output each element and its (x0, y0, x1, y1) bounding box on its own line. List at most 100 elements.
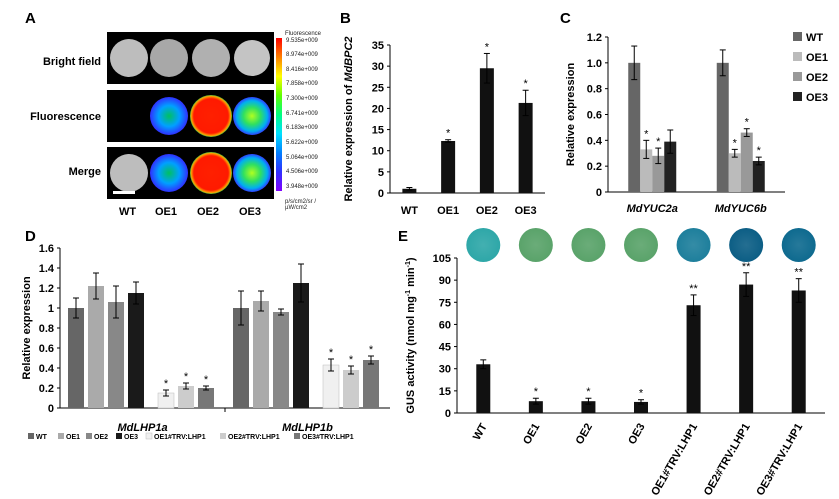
chart-b-bar (479, 68, 494, 193)
chart-e-significance: ** (742, 261, 751, 273)
chart-e-y-tick-label: 45 (439, 342, 451, 354)
chart-c-bar (740, 132, 753, 192)
panel-a-letter: A (25, 10, 36, 27)
chart-d-bar (198, 388, 214, 408)
chart-d-legend-label: OE3 (124, 434, 138, 441)
chart-e-bar (739, 284, 754, 413)
chart-b-y-tick-label: 35 (372, 40, 384, 52)
chart-c-y-tick-label: 0.4 (587, 135, 603, 147)
chart-c-y-tick-label: 1.0 (587, 58, 602, 70)
chart-b-y-axis-label: Relative expression of MdBPC2 (343, 36, 355, 201)
chart-d-bar (108, 302, 124, 408)
chart-d-legend-swatch (145, 432, 153, 440)
chart-b-bar (518, 102, 533, 193)
chart-c-y-tick-label: 0.6 (587, 110, 602, 122)
chart-b-y-tick-label: 20 (372, 103, 384, 115)
panel-d-letter: D (25, 228, 36, 245)
colorbar-ticks: 9.535e+009 8.974e+009 8.416e+009 7.858e+… (286, 38, 336, 196)
row-label-fluorescence: Fluorescence (30, 111, 101, 123)
chart-e-y-label-text: min (405, 267, 417, 290)
chart-b-y-tick-label: 30 (372, 61, 384, 73)
fluorescence-image (107, 90, 274, 142)
chart-c-bar (716, 62, 729, 193)
panel-c-letter: C (560, 10, 571, 27)
chart-c-bar (640, 149, 653, 192)
chart-e-y-tick-label: 105 (433, 253, 451, 265)
chart-e-y-tick-label: 60 (439, 319, 451, 331)
chart-b-y-tick-label: 0 (378, 188, 384, 200)
chart-d-y-tick-label: 0.8 (39, 323, 54, 335)
colorbar (276, 38, 282, 191)
chart-d-legend-swatch (28, 433, 34, 439)
chart-e-category-label: OE1 (521, 422, 542, 447)
row-label-bright-field: Bright field (42, 56, 101, 68)
chart-b-significance: * (485, 41, 490, 53)
chart-d-legend-swatch (294, 433, 300, 439)
scale-bar (113, 191, 135, 194)
chart-b-category-label: OE3 (515, 205, 537, 217)
chart-c-y-tick-label: 0.2 (587, 161, 602, 173)
chart-b-bar (441, 140, 456, 193)
chart-c-significance: * (644, 128, 649, 140)
chart-c-legend-swatch (793, 92, 802, 101)
panel-e-letter: E (398, 228, 409, 245)
chart-e-y-tick-label: 75 (439, 297, 451, 309)
chart-d-bar (178, 386, 194, 408)
chart-e: 0 15 30 45 60 75 90 105 WT * OE1 * OE2 * OE3 ** OE1#TRV:… (405, 228, 825, 497)
chart-d-bar (253, 301, 269, 408)
merge-disc-oe1 (150, 154, 188, 192)
chart-d-significance: * (184, 371, 189, 383)
chart-c-y-tick-label: 0.8 (587, 84, 602, 96)
merge-disc-oe2 (190, 152, 232, 194)
chart-c-bar (664, 141, 677, 192)
chart-b-y-tick-label: 25 (372, 82, 384, 94)
chart-d-significance: * (204, 374, 209, 386)
gus-stain-well (729, 228, 764, 262)
chart-e-y-axis-label: GUS activity (nmol mg-1 min-1) (405, 257, 417, 413)
colorbar-tick: 4.506e+009 (286, 169, 318, 175)
chart-d-y-tick-label: 1.4 (39, 263, 55, 275)
chart-d-y-tick-label: 0 (48, 403, 54, 415)
chart-d-legend-swatch (86, 433, 92, 439)
colorbar-tick: 5.064e+009 (286, 155, 318, 161)
chart-b-bar (402, 188, 417, 193)
chart-b-category-label: OE1 (437, 205, 459, 217)
chart-e-bar (581, 401, 596, 413)
chart-c-legend-label: WT (806, 32, 823, 44)
chart-d-y-tick-label: 0.4 (39, 363, 55, 375)
colorbar-tick: 8.416e+009 (286, 67, 318, 73)
chart-e-significance: * (639, 388, 644, 400)
chart-b-category-label: WT (401, 205, 418, 217)
chart-d-y-tick-label: 1 (48, 303, 54, 315)
chart-d-legend-label: WT (36, 434, 48, 441)
chart-d: 0 0.2 0.4 0.6 0.8 1 1.2 1.4 1.6 * * * MdLHP1a * * * MdLH… (21, 243, 390, 441)
fluor-disc-oe1 (150, 97, 188, 135)
colorbar-units: p/s/cm2/sr / µW/cm2 (285, 199, 317, 211)
chart-c-y-axis-label: Relative expression (565, 63, 577, 167)
chart-c-significance: * (656, 136, 661, 148)
chart-d-legend-label: OE1 (66, 434, 80, 441)
chart-e-y-tick-label: 90 (439, 275, 451, 287)
chart-d-bar (233, 308, 249, 408)
chart-c-legend-label: OE2 (806, 72, 828, 84)
chart-c-group-label: MdYUC6b (715, 203, 767, 215)
colorbar-tick: 3.948e+009 (286, 184, 318, 190)
chart-e-significance: * (586, 386, 591, 398)
colorbar-tick: 9.535e+009 (286, 38, 318, 44)
chart-e-y-tick-label: 15 (439, 386, 451, 398)
chart-d-legend-swatch (58, 433, 64, 439)
gus-stain-well (676, 228, 711, 262)
chart-e-y-tick-label: 30 (439, 364, 451, 376)
chart-c-legend-swatch (793, 72, 802, 81)
chart-e-category-label: WT (471, 421, 490, 442)
colorbar-tick: 5.622e+009 (286, 140, 318, 146)
chart-c-legend-label: OE3 (806, 92, 828, 104)
chart-d-significance: * (164, 378, 169, 390)
chart-c-bar (752, 161, 765, 192)
chart-e-bar (791, 290, 806, 413)
column-label-oe3: OE3 (239, 206, 262, 218)
chart-c-bar (628, 62, 641, 193)
chart-e-y-tick-label: 0 (445, 408, 451, 420)
chart-d-legend-label: OE3#TRV:LHP1 (302, 434, 354, 441)
chart-c-bar (728, 153, 741, 192)
